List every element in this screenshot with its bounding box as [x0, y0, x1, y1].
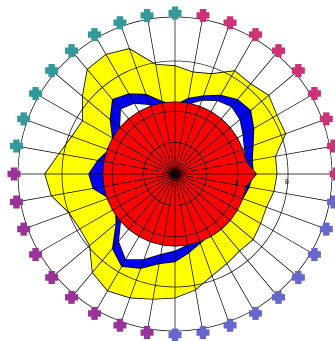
rim-marker-magenta-0	[329, 167, 335, 181]
rim-marker-purple-23	[65, 290, 79, 304]
rim-marker-teal-12	[88, 28, 101, 42]
spoke-2	[174, 119, 323, 175]
rim-marker-blue-33	[307, 248, 321, 261]
rim-marker-teal-13	[65, 44, 79, 58]
spoke-1	[174, 146, 330, 175]
rim-marker-purple-20	[17, 222, 31, 236]
spoke-32	[174, 173, 296, 276]
rim-marker-teal-17	[9, 139, 23, 153]
rim-marker-teal-10	[140, 8, 154, 22]
spoke-35	[174, 173, 330, 202]
spoke-16	[27, 119, 176, 175]
rim-marker-magenta-6	[249, 28, 262, 42]
rim-marker-magenta-7	[223, 16, 237, 30]
rim-marker-blue-29	[223, 318, 237, 332]
rim-marker-teal-14	[45, 64, 59, 78]
rim-marker-blue-30	[249, 306, 262, 320]
spoke-30	[174, 173, 254, 311]
grid-layer	[17, 16, 333, 332]
rim-marker-teal-16	[17, 112, 31, 126]
spoke-5	[174, 53, 277, 175]
rim-marker-blue-32	[291, 270, 305, 284]
rim-marker-purple-21	[29, 248, 43, 261]
rim-marker-teal-15	[29, 87, 43, 100]
rim-marker-magenta-4	[291, 64, 305, 78]
spoke-12	[96, 37, 176, 175]
spoke-7	[174, 26, 230, 175]
spoke-4	[174, 72, 296, 175]
spoke-28	[174, 173, 203, 329]
marker-layer	[7, 6, 335, 341]
spoke-6	[174, 37, 254, 175]
rim-marker-blue-28	[196, 326, 210, 340]
spoke-3	[174, 95, 312, 175]
rim-marker-purple-22	[45, 270, 59, 284]
spoke-10	[147, 19, 176, 175]
spoke-19	[20, 173, 176, 202]
spoke-15	[38, 95, 176, 175]
spoke-29	[174, 173, 230, 322]
rim-marker-blue-31	[271, 290, 285, 304]
spoke-25	[120, 173, 176, 322]
spoke-20	[27, 173, 176, 229]
rim-marker-blue-34	[319, 222, 333, 236]
rim-marker-purple-26	[140, 326, 154, 340]
rim-marker-magenta-1	[327, 139, 335, 153]
radial-tick-label-2: 8	[285, 179, 289, 186]
rim-marker-purple-19	[9, 195, 23, 209]
spoke-23	[73, 173, 176, 295]
spoke-34	[174, 173, 323, 229]
rim-marker-magenta-5	[271, 44, 285, 58]
rim-marker-blue-27	[168, 328, 182, 341]
rim-marker-magenta-2	[319, 112, 333, 126]
spoke-13	[73, 53, 176, 175]
spoke-21	[38, 173, 176, 253]
spoke-17	[20, 146, 176, 175]
radial-tick-label-1: 4	[235, 179, 239, 186]
rim-marker-purple-18	[7, 167, 21, 181]
spoke-24	[96, 173, 176, 311]
rim-marker-magenta-3	[307, 87, 321, 100]
rim-marker-purple-24	[88, 306, 101, 320]
rim-marker-purple-25	[113, 318, 127, 332]
rim-marker-blue-35	[327, 195, 335, 209]
rim-marker-teal-9	[168, 6, 182, 20]
spoke-26	[147, 173, 176, 329]
spoke-31	[174, 173, 277, 295]
spoke-11	[120, 26, 176, 175]
spoke-22	[54, 173, 176, 276]
spoke-33	[174, 173, 312, 253]
spoke-14	[54, 72, 176, 175]
spoke-8	[174, 19, 203, 175]
rim-marker-magenta-8	[196, 8, 210, 22]
rim-marker-teal-11	[113, 16, 127, 30]
